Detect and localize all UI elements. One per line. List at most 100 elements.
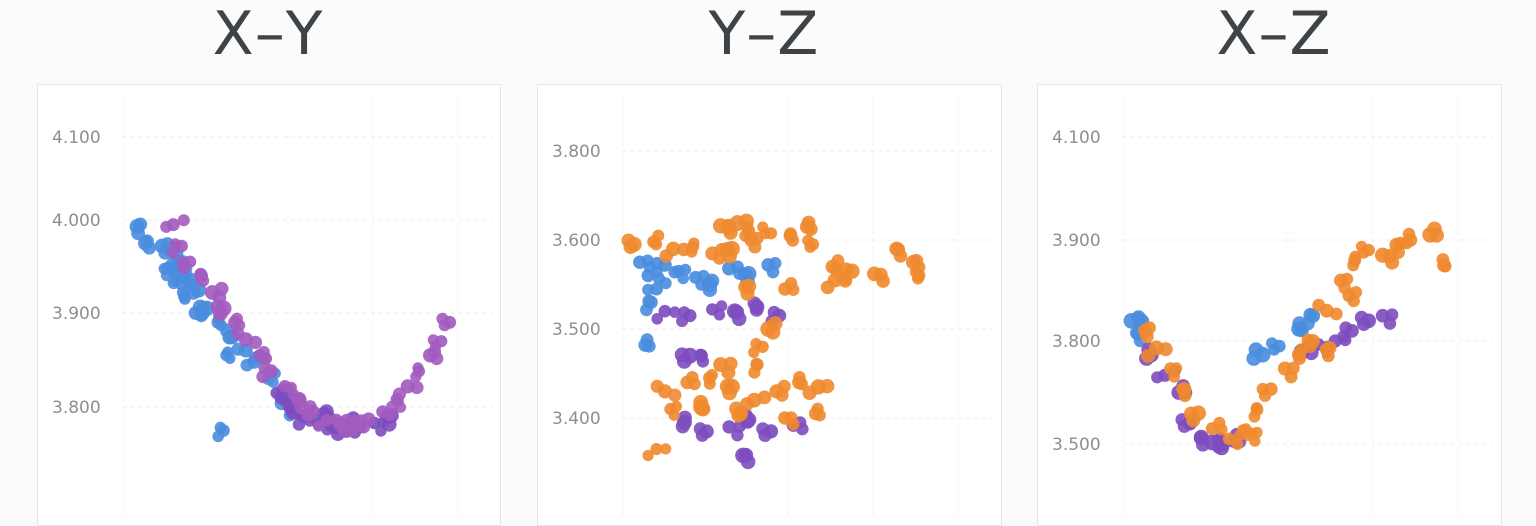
data-point [1256, 382, 1269, 396]
data-point [1231, 438, 1244, 451]
chart-title-xz: X–Z [1216, 0, 1332, 69]
data-point [688, 237, 700, 249]
data-point [750, 337, 762, 350]
data-point [874, 267, 888, 282]
data-point [621, 233, 636, 248]
data-point [1141, 348, 1156, 363]
data-point [693, 394, 709, 410]
data-point [1293, 352, 1306, 365]
scatter-plot-yz: 3.800 3.600 3.500 3.400 [552, 95, 993, 515]
data-point [757, 390, 772, 405]
y-tick-label: 3.800 [52, 398, 101, 418]
data-point [703, 377, 716, 390]
data-point [1131, 311, 1144, 324]
data-point [721, 220, 737, 236]
data-point [679, 263, 692, 276]
data-point [412, 362, 424, 374]
chart-title-xy: X–Y [212, 0, 324, 69]
data-point [719, 378, 735, 394]
data-point [312, 420, 325, 432]
grid [1122, 95, 1493, 515]
data-point [427, 334, 439, 346]
data-point [674, 347, 690, 363]
data-point [1193, 431, 1208, 445]
data-point [713, 309, 726, 321]
data-point [729, 401, 744, 416]
data-point [909, 253, 924, 268]
data-point [702, 282, 718, 297]
data-point [801, 215, 816, 230]
data-point [738, 447, 754, 463]
data-point [410, 380, 424, 395]
data-point [686, 246, 698, 258]
data-point [436, 312, 449, 325]
data-point [766, 265, 780, 279]
data-point [382, 417, 397, 432]
data-point [1246, 351, 1262, 366]
data-point [258, 346, 270, 358]
data-point [650, 443, 663, 456]
data-point [176, 286, 189, 299]
data-point [292, 393, 307, 408]
data-point [177, 214, 190, 227]
data-point [392, 387, 406, 401]
data-point [686, 371, 699, 384]
data-point [802, 385, 817, 400]
data-point [1319, 342, 1333, 356]
data-point [1170, 362, 1183, 374]
scatter-panel-xz: 4.100 3.900 3.800 3.500 [1037, 84, 1502, 526]
data-point [651, 313, 663, 325]
scatter-plot-xy: 4.100 4.000 3.900 3.800 [52, 95, 493, 515]
data-point [659, 249, 673, 263]
data-point [715, 300, 728, 312]
data-point [140, 234, 154, 248]
data-point [642, 283, 655, 296]
y-tick-label: 4.100 [52, 128, 101, 148]
data-point [1347, 259, 1360, 272]
y-tick-label: 3.500 [1052, 435, 1101, 455]
data-point [640, 333, 654, 346]
data-point [1337, 330, 1350, 343]
data-point [658, 304, 672, 318]
data-point [214, 421, 227, 434]
data-point [285, 381, 297, 394]
data-point [650, 238, 663, 251]
data-point [731, 429, 744, 442]
data-point [222, 346, 234, 358]
series-purple [1139, 308, 1399, 456]
y-tick-label: 3.900 [52, 304, 101, 324]
y-tick-label: 3.600 [552, 231, 601, 251]
data-point [738, 267, 753, 282]
data-point [640, 303, 653, 317]
data-point [1140, 330, 1154, 344]
data-point [722, 420, 736, 434]
data-point [739, 229, 752, 242]
scatter-panel-xy: 4.100 4.000 3.900 3.800 [37, 84, 501, 526]
data-point [1391, 245, 1405, 259]
data-point [240, 358, 254, 372]
data-point [748, 240, 762, 254]
data-point [194, 267, 207, 281]
scatter-plot-xz: 4.100 3.900 3.800 3.500 [1052, 95, 1493, 515]
chart-title-yz: Y–Z [708, 0, 820, 69]
series-orange [1138, 221, 1452, 451]
data-point [410, 371, 422, 383]
data-point [784, 277, 798, 290]
data-point [1248, 410, 1261, 423]
data-point [131, 226, 145, 241]
data-point [231, 327, 245, 341]
data-point [355, 414, 368, 427]
data-point [811, 402, 824, 415]
series-orange [621, 213, 926, 462]
data-point [167, 277, 180, 290]
data-point [748, 366, 761, 379]
data-point [748, 346, 760, 359]
y-tick-label: 3.500 [552, 320, 601, 340]
data-point [838, 273, 853, 288]
y-tick-label: 3.400 [552, 409, 601, 429]
data-point [675, 419, 690, 434]
data-point [1151, 371, 1164, 384]
data-point [301, 408, 315, 422]
data-point [256, 370, 270, 384]
grid [622, 95, 993, 515]
